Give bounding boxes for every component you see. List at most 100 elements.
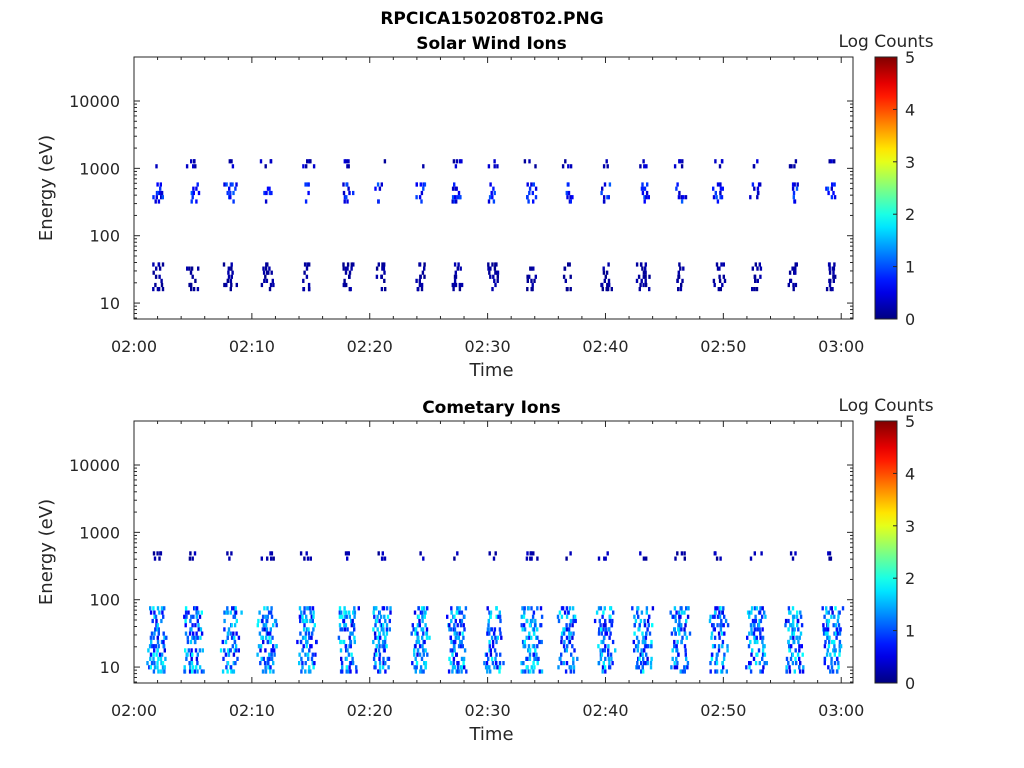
heatmap-cell — [761, 639, 764, 645]
heatmap-cell — [351, 656, 354, 661]
heatmap-cell — [721, 639, 725, 645]
heatmap-cell — [759, 635, 762, 640]
heatmap-cell — [355, 669, 358, 674]
heatmap-cell — [461, 644, 464, 649]
heatmap-cell — [721, 669, 724, 674]
heatmap-cell — [300, 656, 303, 661]
heatmap-cell — [423, 639, 426, 645]
heatmap-cell — [305, 164, 308, 169]
heatmap-cell — [262, 639, 265, 645]
heatmap-cell — [308, 648, 311, 653]
heatmap-cell — [710, 656, 714, 661]
heatmap-cell — [528, 652, 532, 657]
heatmap-cell — [419, 669, 422, 674]
heatmap-cell — [565, 661, 569, 666]
heatmap-cell — [676, 278, 679, 283]
heatmap-cell — [608, 661, 611, 666]
heatmap-cell — [641, 652, 644, 657]
heatmap-cell — [640, 610, 644, 615]
heatmap-cell — [526, 278, 529, 283]
heatmap-cell — [603, 199, 606, 204]
heatmap-cell — [493, 266, 497, 271]
heatmap-cell — [489, 274, 492, 279]
heatmap-cell — [348, 614, 351, 619]
heatmap-cell — [636, 610, 639, 615]
heatmap-cell — [306, 606, 309, 611]
heatmap-cell — [525, 635, 528, 640]
heatmap-cell — [453, 199, 456, 204]
heatmap-cell — [529, 618, 533, 624]
heatmap-cell — [557, 618, 561, 624]
heatmap-cell — [420, 627, 423, 632]
y-tick-label: 10 — [100, 294, 120, 313]
heatmap-cell — [678, 631, 681, 636]
heatmap-cell — [749, 639, 752, 645]
heatmap-cell — [157, 262, 160, 267]
heatmap-cell — [381, 266, 384, 271]
heatmap-cell — [459, 665, 462, 670]
heatmap-cell — [309, 610, 312, 615]
heatmap-cell — [491, 262, 494, 267]
heatmap-cell — [791, 627, 794, 632]
heatmap-cell — [379, 635, 382, 640]
heatmap-cell — [485, 652, 489, 657]
heatmap-cell — [646, 661, 649, 666]
heatmap-cell — [527, 644, 531, 649]
heatmap-cell — [792, 635, 795, 640]
heatmap-cell — [714, 606, 717, 611]
heatmap-cell — [669, 610, 672, 615]
heatmap-cell — [564, 159, 567, 164]
heatmap-cell — [787, 606, 791, 611]
heatmap-cell — [267, 270, 270, 275]
heatmap-cell — [759, 266, 763, 271]
heatmap-cell — [200, 610, 203, 615]
heatmap-cell — [231, 644, 234, 649]
heatmap-cell — [462, 635, 465, 640]
heatmap-cell — [229, 182, 232, 187]
heatmap-cell — [415, 182, 418, 187]
heatmap-cell — [159, 182, 162, 187]
heatmap-cell — [832, 274, 835, 279]
heatmap-cell — [189, 551, 192, 556]
heatmap-cell — [492, 631, 496, 636]
heatmap-cell — [709, 614, 712, 619]
heatmap-cell — [531, 614, 535, 619]
heatmap-cell — [343, 610, 346, 615]
heatmap-cell — [462, 656, 466, 661]
heatmap-cell — [748, 665, 751, 670]
heatmap-cell — [225, 282, 228, 288]
heatmap-cell — [229, 190, 232, 196]
heatmap-cell — [565, 606, 569, 611]
heatmap-cell — [597, 556, 601, 561]
heatmap-cell — [350, 262, 353, 267]
heatmap-cell — [673, 627, 676, 632]
heatmap-cell — [190, 282, 193, 288]
heatmap-cell — [385, 627, 389, 632]
heatmap-cell — [234, 661, 237, 666]
heatmap-cell — [261, 614, 265, 619]
heatmap-cell — [196, 618, 199, 624]
colorbar-tick-label: 5 — [905, 48, 915, 67]
heatmap-cell — [601, 282, 604, 288]
heatmap-cell — [602, 266, 605, 271]
heatmap-cell — [413, 610, 417, 615]
heatmap-cell — [343, 199, 346, 204]
heatmap-cell — [425, 627, 429, 632]
heatmap-cell — [451, 186, 455, 191]
heatmap-cell — [720, 262, 723, 267]
heatmap-cell — [342, 182, 345, 187]
heatmap-cell — [194, 639, 197, 645]
heatmap-cell — [711, 614, 715, 619]
heatmap-cell — [233, 648, 236, 653]
heatmap-cell — [685, 618, 688, 624]
heatmap-cell — [268, 656, 271, 661]
heatmap-cell — [827, 262, 831, 267]
heatmap-cell — [751, 648, 754, 653]
heatmap-cell — [536, 644, 539, 649]
heatmap-cell — [787, 639, 790, 645]
heatmap-cell — [532, 652, 536, 657]
heatmap-cell — [425, 631, 429, 636]
heatmap-cell — [453, 556, 456, 561]
heatmap-cell — [227, 270, 230, 275]
heatmap-cell — [836, 618, 840, 624]
